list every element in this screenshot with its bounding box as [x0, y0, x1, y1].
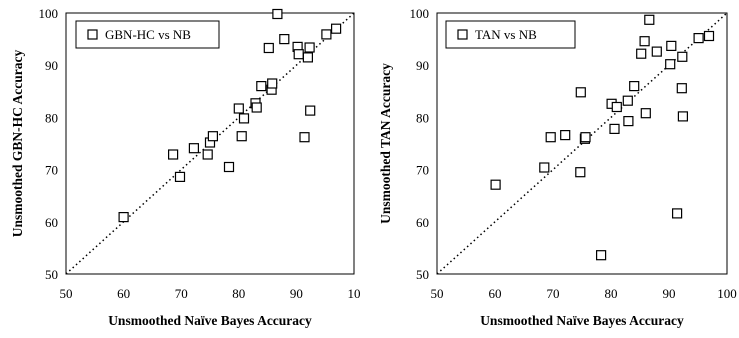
data-point: [267, 78, 278, 89]
data-point: [490, 179, 501, 190]
data-point: [580, 132, 591, 143]
y-axis-label: Unsmoothed GBN-HC Accuracy: [10, 50, 25, 238]
data-point: [666, 40, 677, 52]
x-tick-labels: 50 60 70 80 90 100: [431, 286, 737, 301]
y-tick-label: 90: [416, 58, 429, 73]
legend-label: GBN-HC vs NB: [105, 27, 191, 42]
data-point: [299, 132, 310, 143]
y-tick-label: 100: [39, 6, 59, 21]
x-tick-label: 90: [290, 286, 303, 301]
data-point: [623, 115, 634, 127]
y-tick-labels: 50 60 70 80 90 100: [39, 6, 59, 282]
data-point: [629, 80, 640, 92]
legend: GBN-HC vs NB: [75, 20, 220, 49]
y-tick-labels: 50 60 70 80 90 100: [410, 6, 430, 282]
data-point: [693, 32, 704, 44]
data-point: [677, 51, 688, 62]
data-point: [304, 42, 315, 53]
x-tick-label: 60: [489, 286, 502, 301]
y-tick-label: 60: [45, 215, 58, 230]
data-point: [575, 87, 586, 98]
data-point: [202, 149, 213, 160]
data-point: [665, 59, 676, 70]
data-point: [677, 111, 689, 122]
y-tick-label: 80: [416, 110, 429, 125]
data-point: [703, 30, 715, 42]
data-point: [293, 49, 304, 60]
x-tick-label: 60: [117, 286, 130, 301]
data-point: [168, 149, 179, 160]
x-tick-label: 10: [348, 286, 361, 301]
x-tick-label: 70: [175, 286, 188, 301]
data-point: [651, 46, 662, 57]
y-tick-label: 80: [45, 110, 58, 125]
x-tick-label: 80: [232, 286, 245, 301]
y-tick-label: 70: [416, 163, 429, 178]
data-point: [331, 23, 342, 34]
legend-box: [445, 20, 576, 49]
x-tick-label: 50: [60, 286, 73, 301]
data-point: [118, 212, 129, 223]
data-point: [223, 161, 235, 173]
x-tick-label: 90: [663, 286, 676, 301]
data-point: [256, 80, 267, 92]
data-point: [676, 83, 687, 94]
y-tick-label: 100: [410, 6, 430, 21]
data-point: [611, 101, 622, 113]
y-tick-label: 90: [45, 58, 58, 73]
y-tick-label: 50: [416, 267, 429, 282]
legend-label: TAN vs NB: [475, 27, 537, 42]
legend-box: [75, 20, 220, 49]
data-point: [644, 14, 655, 25]
data-point: [236, 131, 247, 142]
data-point: [305, 105, 316, 116]
data-point: [272, 8, 283, 20]
data-point: [263, 42, 274, 54]
x-tick-label: 100: [717, 286, 737, 301]
data-point: [636, 48, 647, 59]
legend-marker: [87, 29, 98, 40]
plot-area-frame: [65, 12, 355, 275]
data-points: [118, 8, 342, 223]
data-point: [639, 36, 650, 47]
x-tick-labels: 50 60 70 80 90 10: [60, 286, 361, 301]
x-axis-label: Unsmoothed Naïve Bayes Accuracy: [108, 313, 312, 328]
y-axis-label: Unsmoothed TAN Accuracy: [378, 63, 393, 224]
data-point: [251, 102, 262, 113]
y-tick-label: 60: [416, 215, 429, 230]
data-point: [238, 113, 250, 124]
data-point: [188, 143, 199, 154]
y-tick-label: 50: [45, 267, 58, 282]
data-point: [595, 250, 607, 261]
data-point: [539, 162, 550, 173]
data-point: [671, 208, 683, 219]
data-point: [609, 123, 620, 135]
x-axis-label: Unsmoothed Naïve Bayes Accuracy: [480, 313, 684, 328]
data-point: [640, 108, 651, 119]
data-point: [279, 33, 290, 45]
plot-area-frame: [436, 12, 728, 275]
legend-marker: [457, 29, 468, 40]
legend: TAN vs NB: [445, 20, 576, 49]
x-tick-label: 70: [547, 286, 560, 301]
data-point: [233, 103, 244, 114]
data-point: [321, 29, 332, 40]
data-point: [302, 52, 313, 63]
x-tick-label: 50: [431, 286, 444, 301]
x-tick-label: 80: [605, 286, 618, 301]
data-points: [490, 14, 715, 261]
data-point: [207, 131, 218, 142]
data-point: [575, 167, 586, 178]
data-point: [560, 130, 571, 141]
y-tick-label: 70: [45, 163, 58, 178]
chart-tan-vs-nb: 50 60 70 80 90 100 50 60 70 80 90 100 TAN vs NB Un…: [378, 6, 737, 328]
data-point: [622, 95, 633, 106]
data-point: [174, 171, 186, 182]
data-point: [545, 132, 556, 143]
